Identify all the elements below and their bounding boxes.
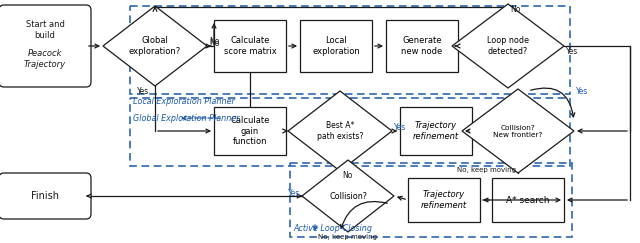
Text: Trajectory
refinement: Trajectory refinement [421, 190, 467, 210]
Text: Generate
new node: Generate new node [401, 36, 443, 56]
Text: Global Exploration Planner: Global Exploration Planner [133, 113, 239, 122]
Text: Collision?: Collision? [329, 191, 367, 200]
Text: No: No [209, 38, 220, 47]
Text: No: No [510, 5, 520, 14]
Text: No: No [342, 171, 353, 180]
Text: No, keep moving: No, keep moving [457, 167, 516, 173]
Text: No, keep moving: No, keep moving [319, 234, 378, 240]
Polygon shape [103, 6, 207, 86]
Text: Global
exploration?: Global exploration? [129, 36, 181, 56]
Bar [214, 20, 286, 72]
Text: Peacock
Trajectory: Peacock Trajectory [24, 49, 66, 69]
Bar [290, 163, 572, 237]
Bar [130, 98, 570, 166]
Text: Collision?
New frontier?: Collision? New frontier? [493, 124, 543, 138]
Text: Best A*
path exists?: Best A* path exists? [317, 121, 363, 141]
Text: Yes: Yes [137, 87, 149, 95]
Bar [492, 178, 564, 222]
Text: Local Exploration Planner: Local Exploration Planner [133, 96, 235, 105]
Text: Loop node
detected?: Loop node detected? [487, 36, 529, 56]
Bar [386, 20, 458, 72]
Polygon shape [302, 160, 394, 232]
Bar [130, 6, 570, 94]
Text: Yes: Yes [288, 189, 300, 198]
Polygon shape [288, 91, 392, 171]
Text: No: No [209, 37, 220, 46]
Text: A* search: A* search [506, 196, 550, 205]
Text: Yes: Yes [576, 87, 588, 95]
Text: Calculate
gain
function: Calculate gain function [230, 116, 269, 146]
FancyBboxPatch shape [0, 5, 91, 87]
Text: Finish: Finish [31, 191, 59, 201]
Text: Yes: Yes [394, 122, 406, 131]
Polygon shape [462, 89, 574, 173]
Text: Start and
build: Start and build [26, 20, 65, 40]
Bar [408, 178, 480, 222]
Text: Active Loop-Closing: Active Loop-Closing [293, 224, 372, 233]
Polygon shape [452, 4, 564, 88]
Text: Trajectory
refinement: Trajectory refinement [413, 121, 459, 141]
Bar [300, 20, 372, 72]
Text: Yes: Yes [566, 46, 579, 55]
Bar [400, 107, 472, 155]
Bar [214, 107, 286, 155]
Text: Local
exploration: Local exploration [312, 36, 360, 56]
Text: Calculate
score matrix: Calculate score matrix [223, 36, 276, 56]
FancyBboxPatch shape [0, 173, 91, 219]
